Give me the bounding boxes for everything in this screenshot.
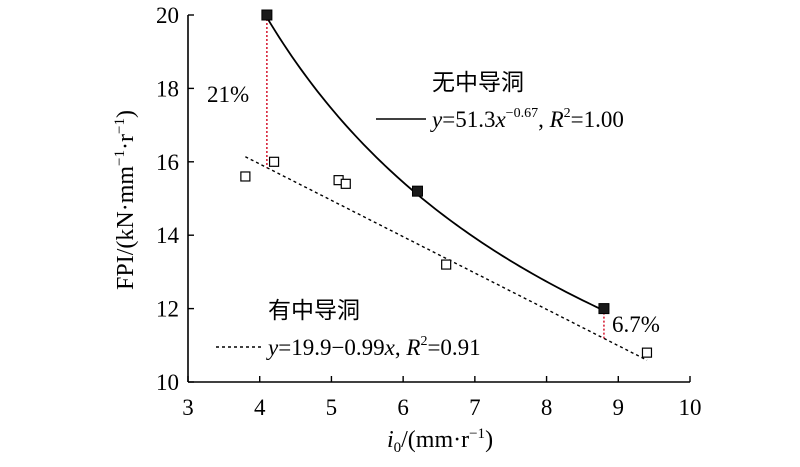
fit-lines [245,17,648,361]
point-with-pilot [240,171,251,182]
axis-ticks: 3 4 5 6 7 8 9 10 10 12 14 16 18 20 [156,3,702,420]
y-tick-label: 18 [156,76,179,101]
fit-line-linear [245,156,648,361]
x-tick-label: 7 [469,395,481,420]
y-tick-label: 16 [156,150,179,175]
x-tick-label: 4 [254,395,266,420]
x-tick-label: 3 [182,395,194,420]
annotation-21-percent: 21% [207,82,249,107]
legend-label-with-pilot: 有中导洞 [268,298,360,324]
y-tick-label: 20 [156,3,179,28]
y-tick-label: 10 [156,370,179,395]
x-tick-label: 5 [326,395,338,420]
x-tick-label: 9 [613,395,625,420]
x-tick-label: 10 [679,395,702,420]
legend-equation-linear: y=19.9−0.99x, R2=0.91 [266,334,481,360]
y-tick-label: 14 [156,223,180,248]
point-no-pilot [261,9,273,21]
y-tick-label: 12 [156,297,179,322]
point-with-pilot [641,347,653,358]
point-with-pilot [340,178,351,189]
annotation-lines [266,15,605,339]
y-axis-label: FPI/(kN·mm−1·r−1) [112,110,139,290]
x-axis-label: i0/(mm·r−1) [387,426,493,456]
data-points [240,9,653,358]
point-no-pilot [598,303,610,315]
point-with-pilot [441,259,452,270]
x-tick-label: 6 [397,395,409,420]
legend-equation-power: y=51.3x−0.67, R2=1.00 [430,106,624,132]
point-no-pilot [411,185,423,197]
fit-line-power [266,17,605,312]
annotation-6-7-percent: 6.7% [612,312,660,337]
x-tick-label: 8 [541,395,553,420]
point-with-pilot [268,156,280,167]
legend-label-no-pilot: 无中导洞 [432,70,524,96]
